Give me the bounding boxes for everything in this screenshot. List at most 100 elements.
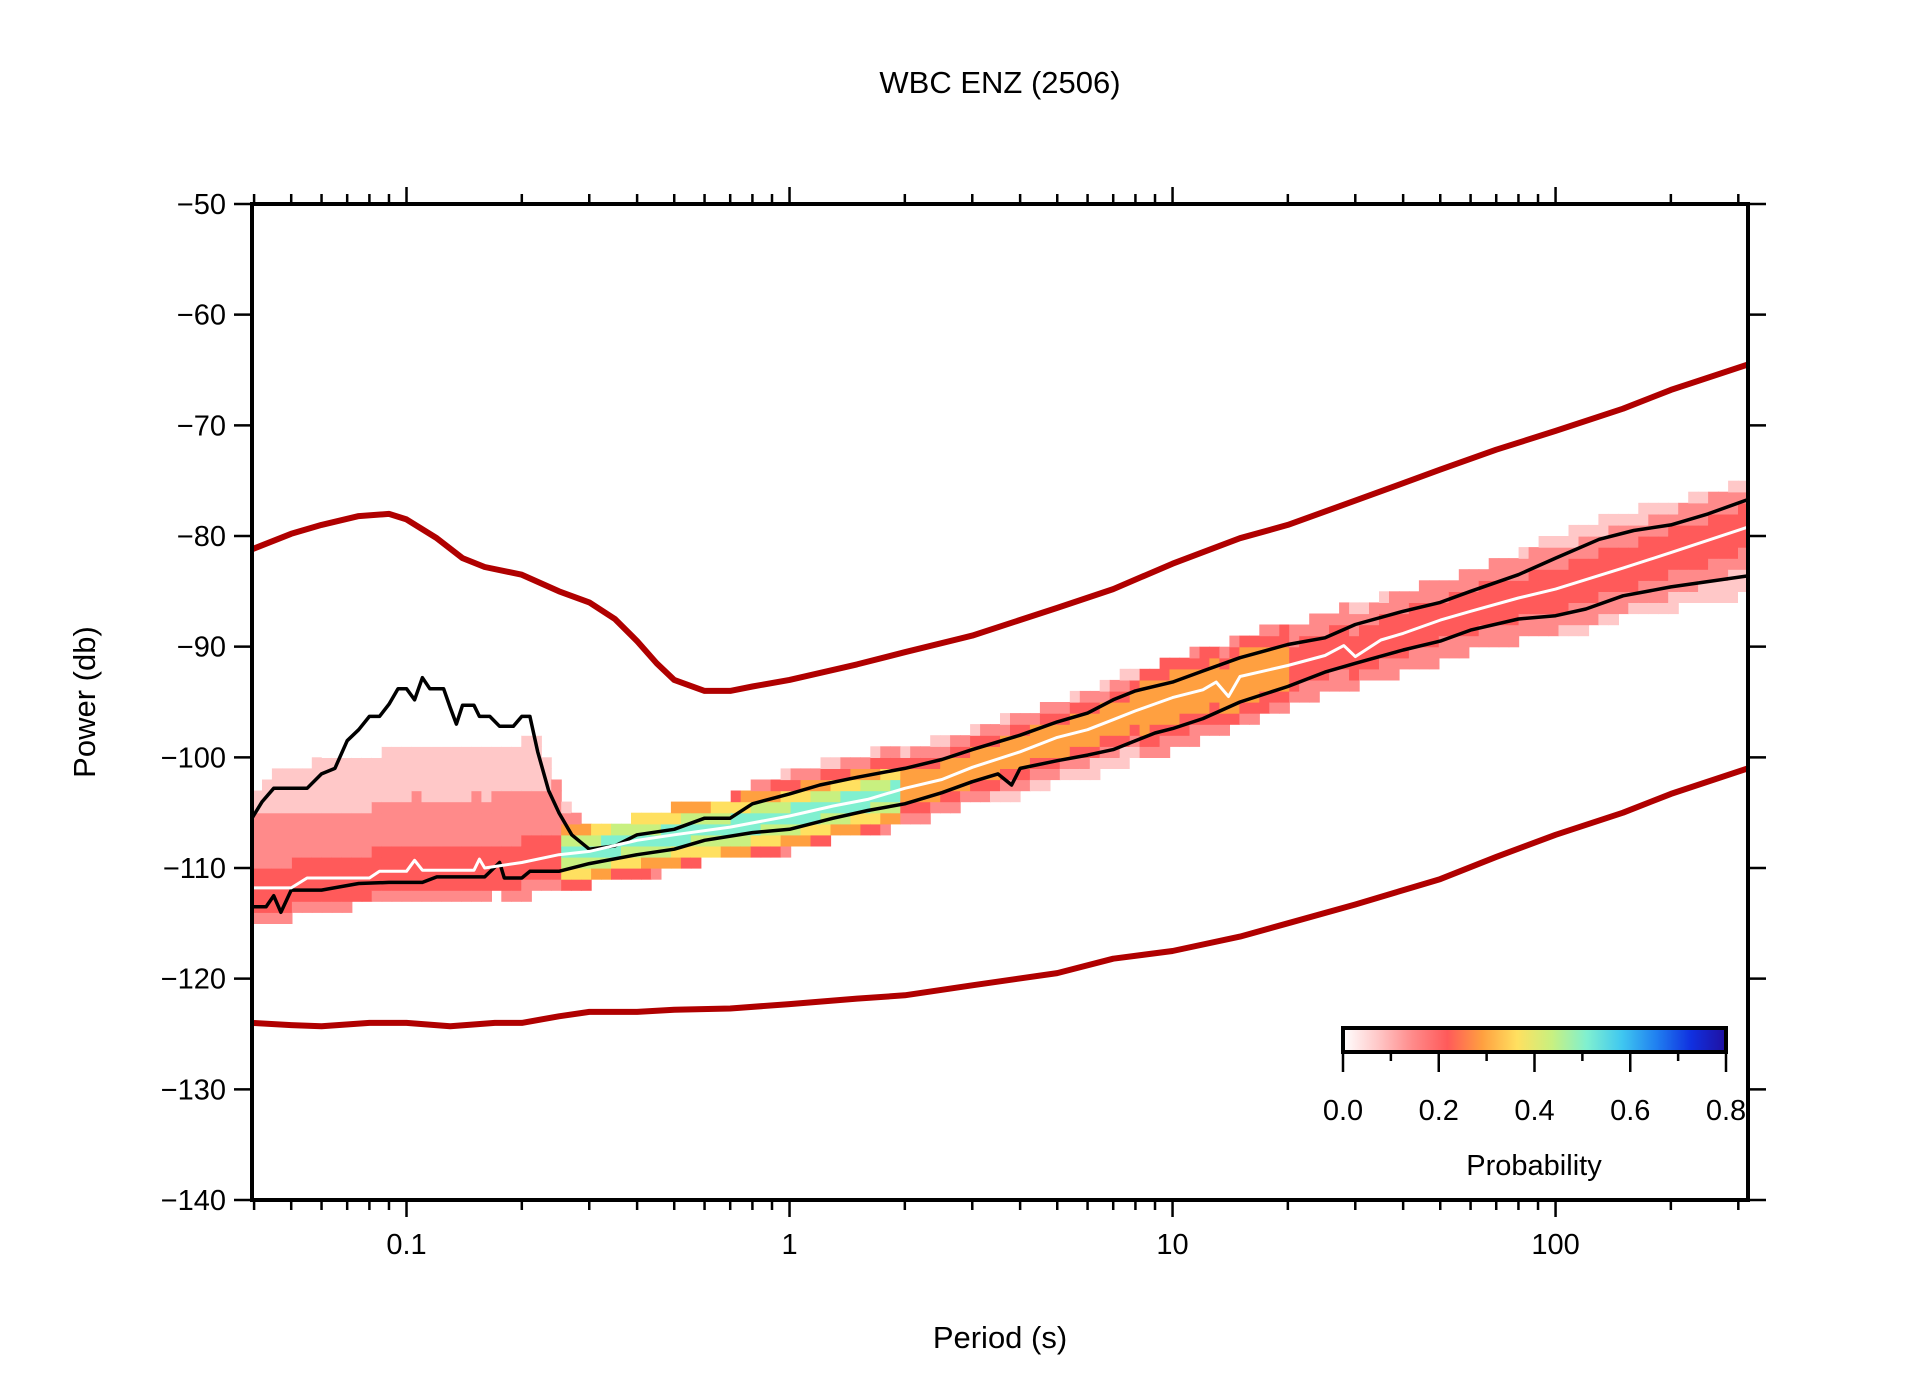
pdf-cell (820, 834, 832, 847)
pdf-cell (820, 768, 832, 781)
pdf-cell (880, 812, 891, 825)
pdf-cell (1389, 657, 1400, 670)
series-nhnm (252, 361, 1748, 694)
pdf-cell (1269, 702, 1280, 714)
pdf-cell (341, 856, 353, 869)
series-mode-median (252, 525, 1748, 890)
pdf-cell (670, 845, 682, 858)
pdf-cell (800, 768, 812, 781)
pdf-cell (381, 812, 393, 825)
pdf-cell (381, 834, 393, 847)
pdf-cell (571, 812, 582, 825)
pdf-cell (1708, 536, 1719, 548)
pdf-cell (1299, 679, 1310, 692)
pdf-cell (740, 790, 752, 803)
y-tick-label: −90 (177, 632, 226, 664)
pdf-cell (1738, 502, 1748, 515)
pdf-cell (501, 845, 512, 858)
pdf-cell (1418, 613, 1430, 626)
pdf-cell (940, 757, 951, 769)
pdf-cell (1189, 657, 1201, 670)
pdf-cell (1498, 580, 1510, 592)
pdf-cell (1398, 591, 1410, 603)
pdf-cell (780, 779, 792, 792)
pdf-cell (730, 845, 742, 858)
pdf-cell (1209, 724, 1220, 736)
pdf-cell (1528, 624, 1540, 637)
pdf-cell (252, 856, 263, 869)
pdf-cell (1578, 613, 1590, 626)
pdf-cell (660, 812, 672, 825)
pdf-cell (1239, 713, 1250, 725)
pdf-cell (531, 879, 542, 891)
pdf-cell (1608, 524, 1619, 537)
pdf-cell (1329, 679, 1340, 692)
pdf-cell (990, 757, 1001, 769)
pdf-cell (341, 901, 353, 913)
chart-title: WBC ENZ (2506) (879, 65, 1120, 100)
pdf-cell (1738, 513, 1748, 526)
pdf-cell (650, 834, 662, 847)
pdf-cell (850, 779, 861, 792)
pdf-cell (1638, 547, 1649, 559)
pdf-cell (760, 834, 772, 847)
pdf-cell (1568, 536, 1580, 548)
pdf-cell (1010, 779, 1021, 792)
pdf-cell (1149, 735, 1161, 747)
pdf-cell (1269, 679, 1280, 692)
pdf-cell (401, 724, 413, 736)
pdf-cell (1718, 580, 1729, 592)
pdf-cell (840, 801, 851, 814)
pdf-cell (451, 823, 463, 836)
pdf-cell (431, 690, 443, 703)
pdf-cell (1179, 657, 1191, 670)
pdf-cell (1618, 536, 1629, 548)
pdf-cell (1538, 536, 1550, 548)
pdf-cell (1119, 679, 1131, 692)
pdf-cell (351, 823, 363, 836)
pdf-cell (1049, 746, 1061, 758)
pdf-cell (521, 834, 532, 847)
pdf-cell (1428, 657, 1440, 670)
pdf-cell (1638, 569, 1649, 581)
pdf-cell (311, 834, 323, 847)
pdf-cell (481, 834, 492, 847)
pdf-cell (1319, 624, 1330, 637)
pdf-cell (351, 845, 363, 858)
pdf-cell (1578, 524, 1590, 537)
pdf-cell (1349, 613, 1360, 626)
pdf-cell (461, 868, 472, 880)
pdf-cell (1488, 613, 1500, 626)
pdf-cell (1000, 790, 1011, 803)
pdf-cell (1209, 679, 1220, 692)
pdf-cell (1379, 635, 1390, 648)
pdf-cell (1718, 513, 1729, 526)
pdf-cell (1418, 591, 1430, 603)
colorbar-tick-label: 0.8 (1706, 1095, 1746, 1127)
pdf-cell (1508, 558, 1520, 570)
pdf-cell (790, 834, 802, 847)
pdf-cell (451, 890, 463, 902)
pdf-cell (990, 724, 1001, 736)
pdf-cell (930, 746, 941, 758)
pdf-cell (501, 868, 512, 880)
pdf-cell (1039, 779, 1051, 792)
pdf-cell (321, 845, 333, 858)
pdf-cell (1049, 768, 1061, 781)
pdf-cell (541, 856, 552, 869)
pdf-cell (800, 801, 812, 814)
pdf-cell (1728, 547, 1739, 559)
pdf-cell (1708, 547, 1719, 559)
pdf-cell (1279, 690, 1290, 703)
pdf-cell (1448, 613, 1460, 626)
pdf-cell (1618, 558, 1629, 570)
pdf-cell (641, 834, 652, 847)
pdf-cell (1139, 668, 1151, 681)
pdf-cell (311, 801, 323, 814)
pdf-cell (870, 812, 881, 825)
pdf-cell (730, 834, 742, 847)
pdf-cell (830, 801, 842, 814)
pdf-cell (1598, 513, 1609, 526)
pdf-cell (561, 879, 572, 891)
pdf-cell (451, 757, 463, 769)
